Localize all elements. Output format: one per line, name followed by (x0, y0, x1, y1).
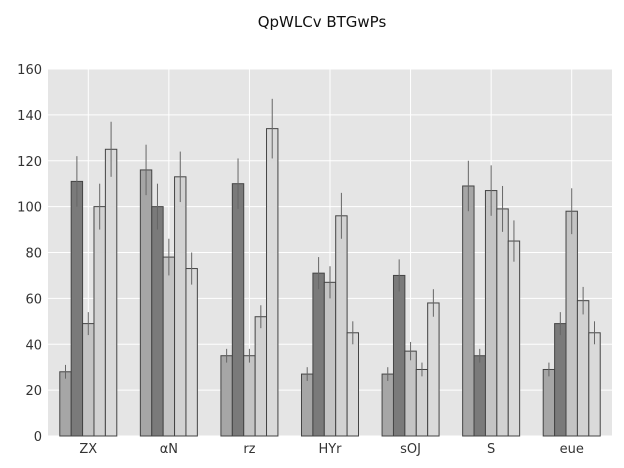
bar (392, 274, 406, 437)
bar (554, 323, 567, 437)
chart-title: QpWLCv BTGwPs (258, 13, 387, 31)
bar (59, 371, 72, 437)
bar (507, 240, 521, 437)
bar (346, 332, 360, 437)
bar (185, 268, 198, 437)
x-tick-label: rz (243, 442, 255, 457)
x-tick-label: ZX (79, 442, 97, 457)
bar (565, 210, 578, 437)
bar (404, 350, 417, 437)
bar (266, 128, 279, 437)
y-tick-label: 20 (25, 384, 42, 399)
bar (104, 148, 118, 437)
bar (335, 215, 348, 437)
x-tick-label: αN (160, 442, 178, 457)
bar (162, 256, 176, 437)
bar (381, 373, 394, 437)
bar (174, 176, 187, 437)
bar (70, 180, 84, 437)
bar (220, 355, 233, 437)
x-tick-label: sOJ (400, 442, 421, 457)
bar (427, 302, 440, 437)
bar (323, 281, 337, 437)
y-tick-label: 0 (34, 430, 42, 445)
y-tick-label: 40 (25, 338, 42, 353)
y-tick-label: 100 (17, 201, 42, 216)
bar (243, 355, 256, 437)
bar (496, 208, 509, 437)
y-tick-label: 80 (25, 247, 42, 262)
bar (415, 368, 429, 437)
x-tick-label: HYr (318, 442, 342, 457)
x-tick-label: S (487, 442, 495, 457)
x-tick-label: eue (560, 442, 584, 457)
bar (151, 206, 164, 437)
bar (588, 332, 601, 437)
y-tick-label: 120 (17, 155, 42, 170)
bar (484, 190, 498, 437)
bar (576, 300, 590, 437)
bar (139, 169, 153, 437)
bar (301, 373, 314, 437)
y-tick-label: 160 (17, 63, 42, 78)
bar (231, 183, 245, 437)
bar (82, 323, 95, 437)
bar (254, 316, 268, 437)
y-tick-label: 140 (17, 109, 42, 124)
y-tick-label: 60 (25, 292, 42, 307)
bar (93, 206, 106, 437)
bar (462, 185, 475, 437)
bar (473, 355, 486, 437)
bar (312, 272, 325, 437)
bar (542, 368, 556, 437)
